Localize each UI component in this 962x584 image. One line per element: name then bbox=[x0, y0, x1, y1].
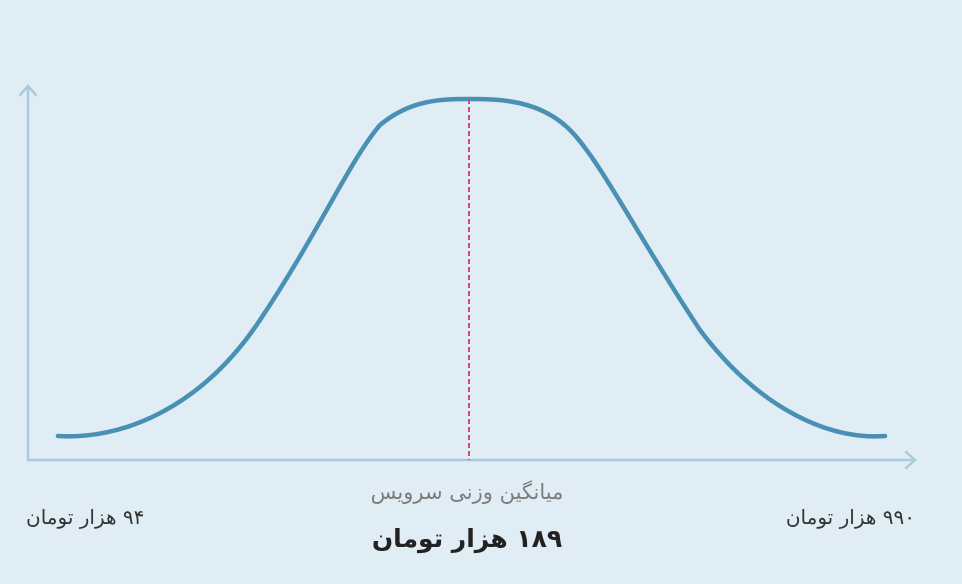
max-label: ۹۹۰ هزار تومان bbox=[785, 505, 915, 529]
bell-curve bbox=[55, 96, 888, 439]
x-axis-arrow bbox=[904, 450, 917, 470]
axes bbox=[18, 84, 917, 470]
min-label: ۹۴ هزار تومان bbox=[26, 505, 145, 529]
y-axis-arrow bbox=[18, 84, 38, 97]
average-value: ۱۸۹ هزار تومان bbox=[371, 524, 563, 553]
average-caption: میانگین وزنی سرویس bbox=[370, 480, 564, 504]
